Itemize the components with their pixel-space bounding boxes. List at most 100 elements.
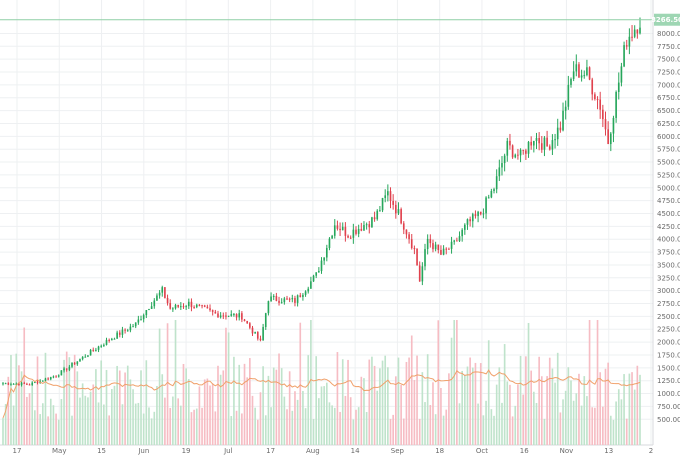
candle-body xyxy=(466,219,469,225)
volume-bar xyxy=(615,401,617,445)
volume-bar xyxy=(10,354,12,445)
volume-bar xyxy=(296,399,299,445)
volume-bar xyxy=(503,344,506,445)
candle-body xyxy=(543,137,546,150)
candle-body xyxy=(97,346,100,350)
candle-body xyxy=(31,382,34,385)
candle-body xyxy=(434,244,437,250)
volume-bar xyxy=(137,402,140,445)
volume-bar xyxy=(461,370,463,445)
volume-bar xyxy=(307,355,310,445)
volume-bar xyxy=(254,407,256,445)
last-price-label-bg xyxy=(654,13,680,26)
candle-body xyxy=(185,306,187,308)
candle-body xyxy=(76,361,79,365)
candle-body xyxy=(272,296,275,298)
candle-body xyxy=(20,382,23,386)
volume-bar xyxy=(384,355,387,445)
candle-body xyxy=(267,301,270,314)
volume-bar xyxy=(456,320,458,445)
volume-bar xyxy=(525,356,527,445)
candle-body xyxy=(371,217,373,228)
volume-bar xyxy=(604,368,607,445)
candle-body xyxy=(288,298,291,300)
y-tick-label: 7750.00 xyxy=(657,43,680,51)
volume-bar xyxy=(103,404,105,445)
volume-bar xyxy=(591,407,594,445)
volume-bar xyxy=(121,404,124,445)
candle-body xyxy=(118,332,121,335)
volume-bar xyxy=(405,361,408,445)
candle-body xyxy=(169,303,172,309)
volume-bar xyxy=(400,384,402,445)
volume-bar xyxy=(368,359,371,445)
volume-bar xyxy=(349,397,352,445)
volume-bar xyxy=(397,357,400,445)
volume-bar xyxy=(219,374,222,445)
candle-body xyxy=(575,64,578,72)
x-tick-label: 14 xyxy=(351,447,360,455)
candle-body xyxy=(432,243,434,250)
volume-bar xyxy=(347,359,349,445)
candle-body xyxy=(591,79,594,95)
candle-body xyxy=(381,198,384,211)
candle-body xyxy=(63,368,65,371)
candle-body xyxy=(559,127,562,131)
volume-bar xyxy=(310,320,312,445)
candle-body xyxy=(474,214,477,217)
candle-body xyxy=(150,306,153,309)
candle-body xyxy=(166,297,169,304)
volume-bar xyxy=(177,398,179,445)
candle-body xyxy=(482,213,485,215)
volume-bar xyxy=(487,340,490,445)
candle-body xyxy=(609,133,612,145)
candle-body xyxy=(400,209,402,224)
candle-body xyxy=(402,223,405,230)
volume-bar xyxy=(92,384,95,445)
candle-body xyxy=(262,327,264,341)
x-tick-label: Aug xyxy=(306,447,320,455)
candle-body xyxy=(517,154,519,156)
candle-body xyxy=(525,150,527,154)
candle-body xyxy=(461,229,463,237)
candle-body xyxy=(201,305,203,307)
volume-bar xyxy=(328,402,331,445)
candle-body xyxy=(448,248,450,250)
y-tick-label: 750.00 xyxy=(657,403,680,411)
volume-bar xyxy=(477,403,479,445)
volume-bar xyxy=(432,382,434,445)
volume-bar xyxy=(291,410,294,445)
volume-bar xyxy=(235,410,238,445)
volume-bar xyxy=(169,407,172,445)
candle-body xyxy=(604,119,607,130)
candle-body xyxy=(628,36,631,47)
volume-bar xyxy=(440,388,442,445)
candle-body xyxy=(49,377,52,380)
candle-body xyxy=(209,308,211,311)
volume-bar xyxy=(63,359,65,445)
volume-bar xyxy=(195,408,198,445)
candle-body xyxy=(368,224,371,228)
candle-body xyxy=(341,226,344,231)
candle-body xyxy=(278,300,280,303)
candle-body xyxy=(522,149,525,151)
candle-body xyxy=(95,349,97,351)
volume-bar xyxy=(182,363,185,445)
candle-body xyxy=(73,362,76,365)
candle-body xyxy=(387,191,389,196)
volume-bar xyxy=(575,393,578,445)
volume-bar xyxy=(474,362,477,445)
volume-bar xyxy=(588,320,591,445)
candle-body xyxy=(424,249,426,267)
volume-bar xyxy=(501,402,503,445)
volume-bar xyxy=(132,389,134,445)
volume-bar xyxy=(264,415,267,445)
volume-bar xyxy=(389,418,392,445)
candle-body xyxy=(636,29,639,34)
candle-body xyxy=(307,288,310,292)
volume-bar xyxy=(187,379,190,445)
volume-bar xyxy=(320,386,323,445)
x-tick-label: 17 xyxy=(13,447,22,455)
